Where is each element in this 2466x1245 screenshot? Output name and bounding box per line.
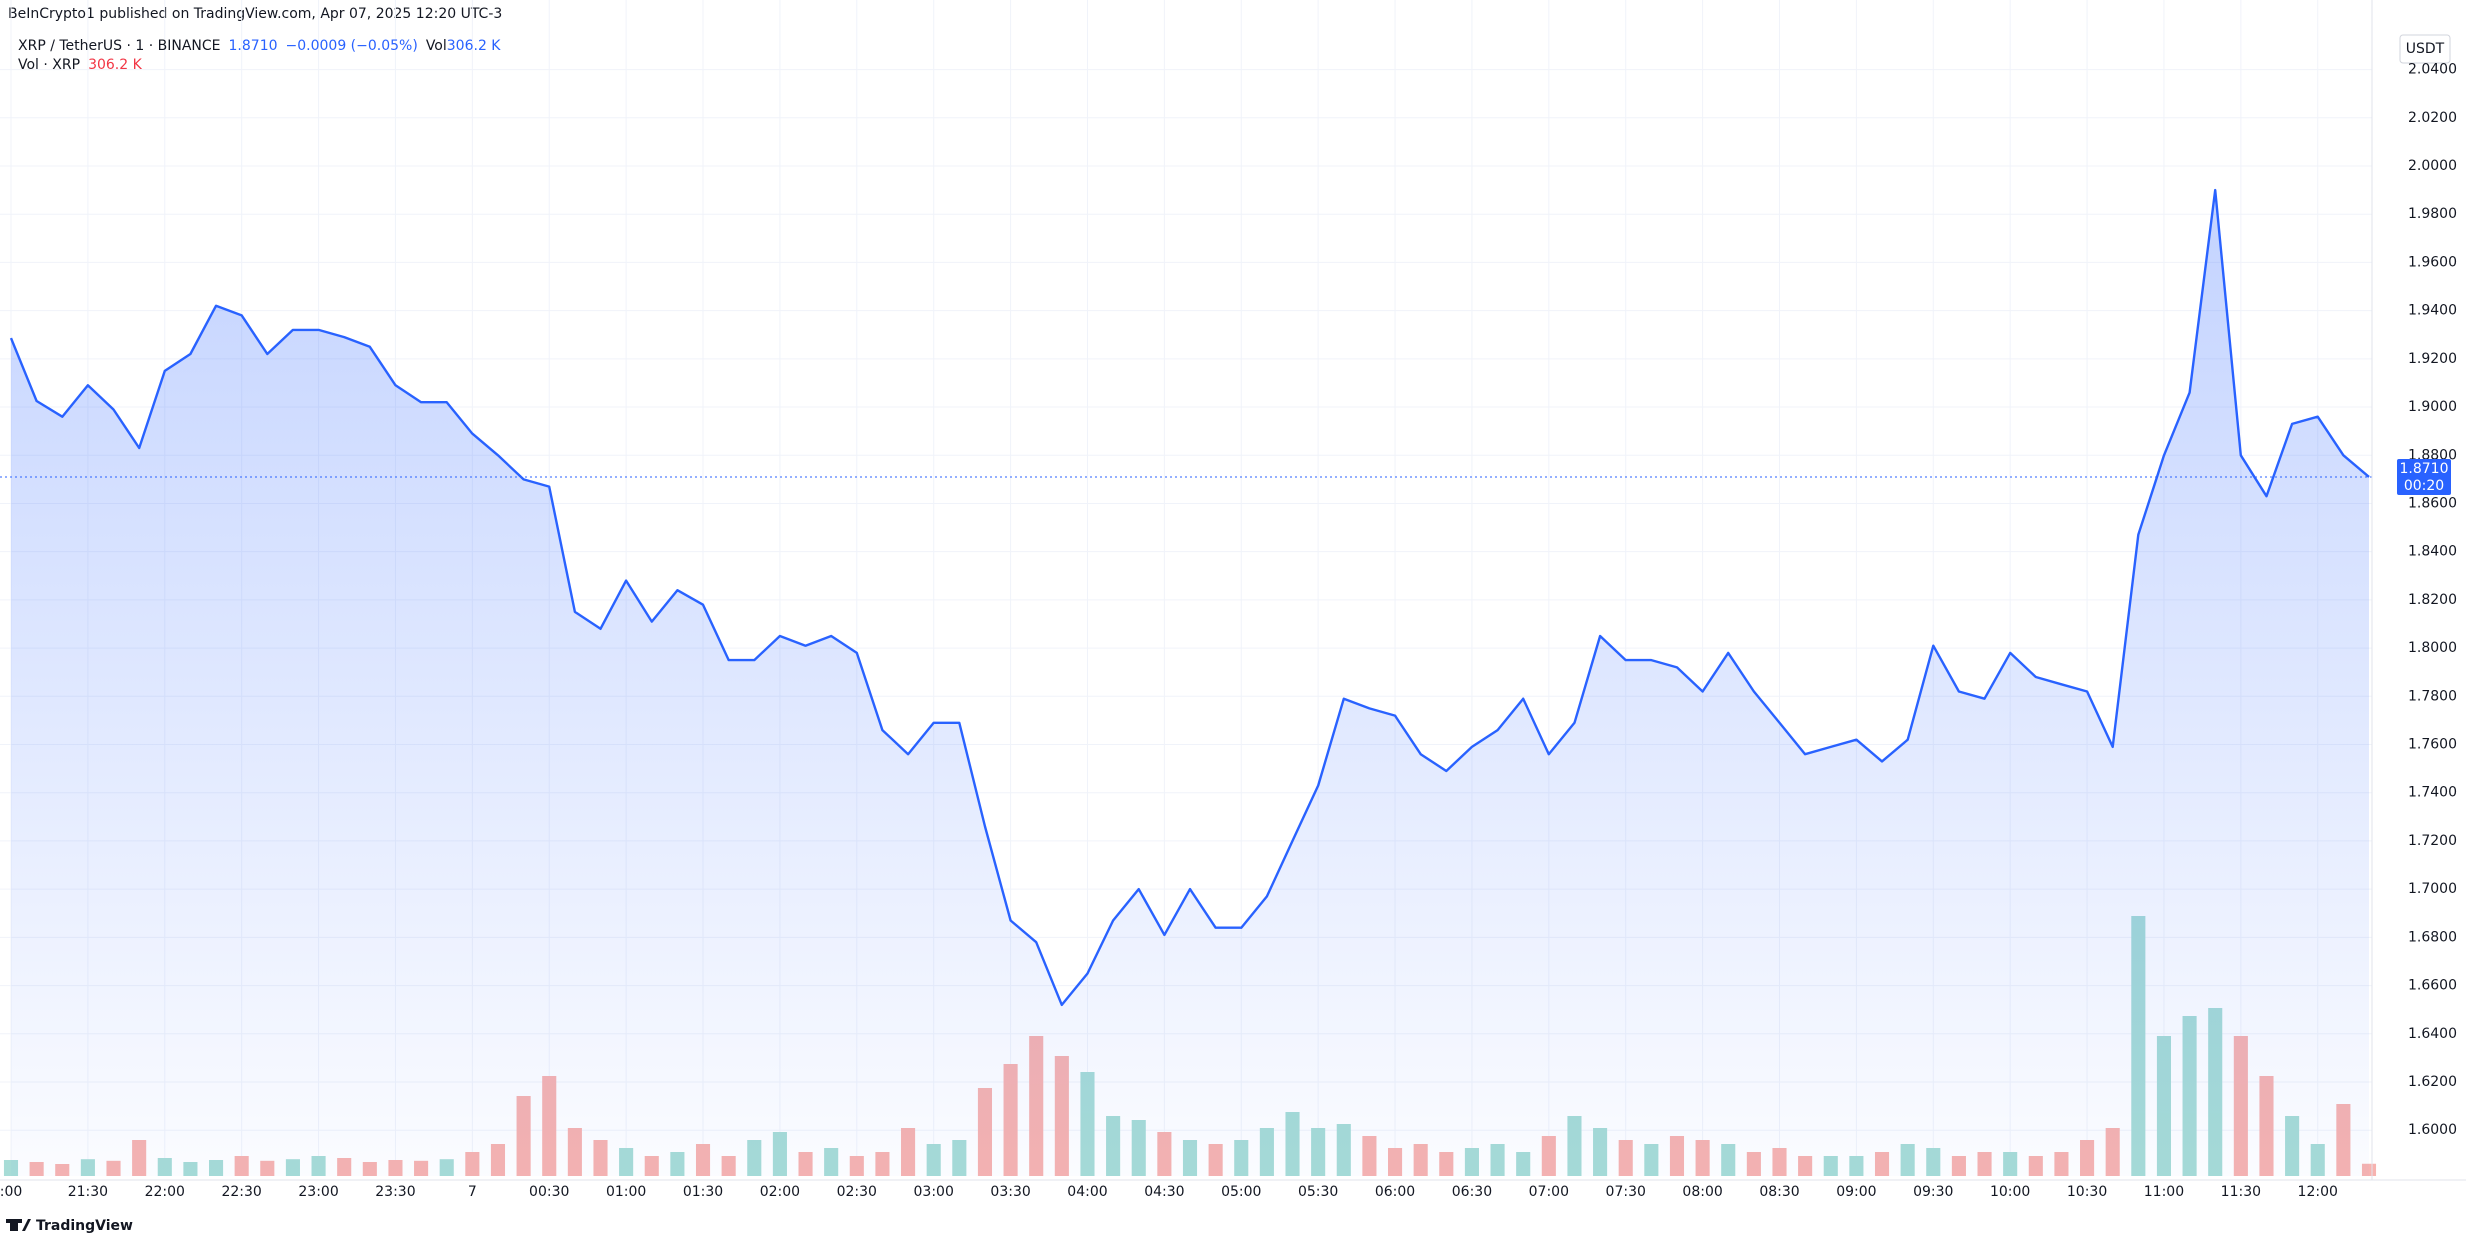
- x-tick-label: 23:30: [375, 1184, 415, 1200]
- x-tick-label: 10:00: [1990, 1184, 2030, 1200]
- x-tick-label: 06:30: [1452, 1184, 1492, 1200]
- price-tag: [2397, 458, 2451, 495]
- volume-value: 306.2 K: [446, 38, 501, 54]
- area-fill: [11, 190, 2369, 1177]
- y-tick-label: 1.6800: [2408, 929, 2457, 945]
- symbol: XRP / TetherUS · 1 · BINANCE: [18, 38, 221, 54]
- y-tick-label: 1.6200: [2408, 1074, 2457, 1090]
- y-tick-label: 1.8400: [2408, 544, 2457, 560]
- y-tick-label: 2.0400: [2408, 62, 2457, 78]
- x-tick-label: 21:30: [68, 1184, 108, 1200]
- y-tick-label: 1.8000: [2408, 640, 2457, 656]
- legend-main: XRP / TetherUS · 1 · BINANCE 1.8710 −0.000…: [18, 38, 508, 54]
- x-tick-label: 02:30: [837, 1184, 877, 1200]
- y-tick-label: 1.7000: [2408, 881, 2457, 897]
- x-tick-label: 09:30: [1913, 1184, 1953, 1200]
- y-tick-label: 1.6600: [2408, 978, 2457, 994]
- y-tick-label: 1.7200: [2408, 833, 2457, 849]
- y-tick-label: 1.7600: [2408, 737, 2457, 753]
- y-tick-label: 1.8600: [2408, 495, 2457, 511]
- legend-volume: Vol · XRP 306.2 K: [18, 57, 150, 73]
- volume-value: 306.2 K: [88, 57, 142, 73]
- y-tick-label: 1.6400: [2408, 1026, 2457, 1042]
- x-tick-label: 04:00: [1067, 1184, 1107, 1200]
- x-tick-label: 08:30: [1759, 1184, 1799, 1200]
- price-line: [9, 188, 2370, 1007]
- countdown-label: 00:20: [2404, 478, 2444, 494]
- x-tick-label: 06:00: [1375, 1184, 1415, 1200]
- unit-label: USDT: [2406, 41, 2445, 57]
- y-tick-label: 2.0200: [2408, 110, 2457, 126]
- volume-name: Vol · XRP: [18, 57, 81, 73]
- x-tick-label: 11:00: [2144, 1184, 2184, 1200]
- x-tick-label: 09:00: [1836, 1184, 1876, 1200]
- x-tick-label: 01:30: [683, 1184, 723, 1200]
- x-tick-label: 07:30: [1606, 1184, 1646, 1200]
- x-tick-label: 05:30: [1298, 1184, 1338, 1200]
- volume-short: Vol: [425, 38, 447, 54]
- x-tick-label: 00:30: [529, 1184, 569, 1200]
- x-tick-label: 22:30: [221, 1184, 261, 1200]
- price-tag-label: 1.8710: [2400, 461, 2449, 477]
- publish-header: BeInCrypto1 published on TradingView.com…: [8, 6, 503, 22]
- x-tick-label: 10:30: [2067, 1184, 2107, 1200]
- footer-logo: [6, 1219, 31, 1231]
- y-tick-label: 1.8200: [2408, 592, 2457, 608]
- last-price: 1.8710: [228, 38, 278, 54]
- x-tick-label: 7: [468, 1184, 477, 1200]
- x-tick-label: 12:00: [2298, 1184, 2338, 1200]
- y-tick-label: 1.9000: [2408, 399, 2457, 415]
- x-tick-label: 05:00: [1221, 1184, 1261, 1200]
- y-tick-label: 1.9600: [2408, 254, 2457, 270]
- y-tick-label: 2.0000: [2408, 158, 2457, 174]
- y-tick-label: 1.7800: [2408, 688, 2457, 704]
- x-tick-label: :00: [0, 1184, 22, 1200]
- x-tick-label: 02:00: [760, 1184, 800, 1200]
- y-tick-label: 1.9800: [2408, 206, 2457, 222]
- unit-box[interactable]: [2399, 34, 2451, 64]
- footer-brand: TradingView: [36, 1218, 133, 1234]
- x-tick-label: 22:00: [145, 1184, 185, 1200]
- change: −0.0009 (−0.05%): [285, 38, 418, 54]
- y-tick-label: 1.7400: [2408, 785, 2457, 801]
- x-tick-label: 01:00: [606, 1184, 646, 1200]
- x-tick-label: 07:00: [1529, 1184, 1569, 1200]
- x-tick-label: 04:30: [1144, 1184, 1184, 1200]
- x-tick-label: 03:00: [914, 1184, 954, 1200]
- y-tick-label: 1.9400: [2408, 303, 2457, 319]
- x-tick-label: 11:30: [2221, 1184, 2261, 1200]
- x-tick-label: 08:00: [1682, 1184, 1722, 1200]
- y-tick-label: 1.6000: [2408, 1122, 2457, 1138]
- y-tick-label: 1.9200: [2408, 351, 2457, 367]
- x-tick-label: 23:00: [298, 1184, 338, 1200]
- x-tick-label: 03:30: [990, 1184, 1030, 1200]
